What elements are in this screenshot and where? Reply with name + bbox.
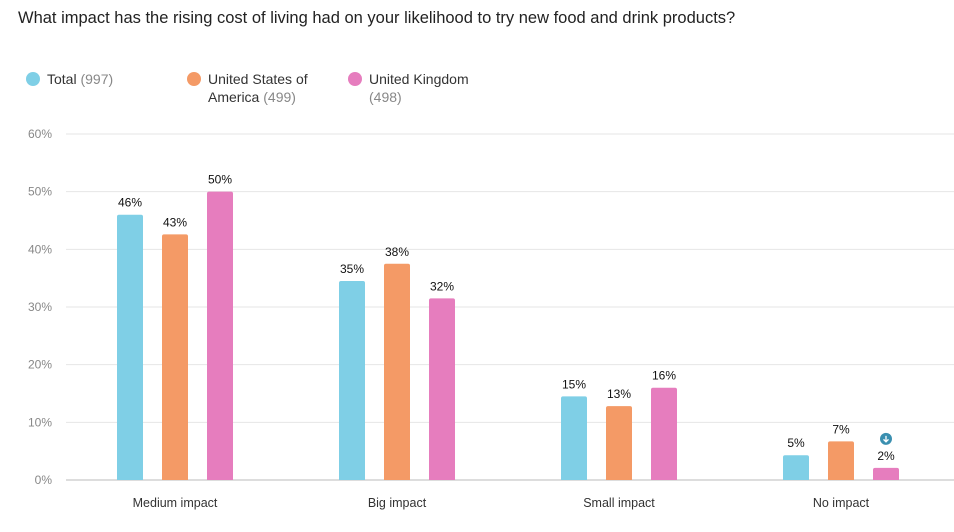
legend-label: America xyxy=(208,89,260,105)
y-tick-label: 50% xyxy=(28,185,52,199)
data-label: 50% xyxy=(208,173,232,187)
data-label: 13% xyxy=(607,387,631,401)
bar[interactable] xyxy=(429,298,455,480)
y-tick-label: 60% xyxy=(28,127,52,141)
data-label: 5% xyxy=(787,436,805,450)
legend-swatch xyxy=(187,72,201,86)
bar[interactable] xyxy=(207,191,233,480)
legend-count: (498) xyxy=(369,89,402,105)
legend-item-total[interactable]: Total (997) xyxy=(26,70,113,88)
y-tick-label: 20% xyxy=(28,358,52,372)
data-label: 7% xyxy=(832,422,850,436)
data-label: 35% xyxy=(340,262,364,276)
bar[interactable] xyxy=(162,234,188,480)
arrow-down-icon xyxy=(883,435,889,443)
data-label: 15% xyxy=(562,377,586,391)
legend-item-usa[interactable]: United States of America (499) xyxy=(187,70,308,106)
data-label: 16% xyxy=(652,369,676,383)
data-label: 43% xyxy=(163,215,187,229)
y-tick-label: 40% xyxy=(28,242,52,256)
bar[interactable] xyxy=(606,406,632,480)
data-label: 2% xyxy=(877,449,895,463)
bar[interactable] xyxy=(384,263,410,480)
legend-label: United Kingdom xyxy=(369,71,469,87)
x-tick-label: Big impact xyxy=(368,496,427,510)
bar[interactable] xyxy=(339,281,365,480)
legend-count: (997) xyxy=(80,71,114,87)
data-label: 46% xyxy=(118,196,142,210)
bar[interactable] xyxy=(873,467,899,480)
bar[interactable] xyxy=(561,396,587,480)
legend-count: (499) xyxy=(263,89,296,105)
x-tick-label: Medium impact xyxy=(133,496,218,510)
data-label: 32% xyxy=(430,279,454,293)
bar[interactable] xyxy=(117,214,143,480)
chart-title: What impact has the rising cost of livin… xyxy=(18,9,736,27)
y-tick-label: 30% xyxy=(28,300,52,314)
data-label: 38% xyxy=(385,245,409,259)
bar[interactable] xyxy=(651,387,677,480)
bar[interactable] xyxy=(828,441,854,480)
x-tick-label: Small impact xyxy=(583,496,655,510)
y-tick-label: 0% xyxy=(35,473,53,487)
legend-item-uk[interactable]: United Kingdom (498) xyxy=(348,70,469,106)
legend-label: Total xyxy=(47,71,77,87)
legend-swatch xyxy=(26,72,40,86)
bar[interactable] xyxy=(783,455,809,480)
y-tick-label: 10% xyxy=(28,415,52,429)
legend-label: United States of xyxy=(208,71,308,87)
x-tick-label: No impact xyxy=(813,496,870,510)
legend-swatch xyxy=(348,72,362,86)
